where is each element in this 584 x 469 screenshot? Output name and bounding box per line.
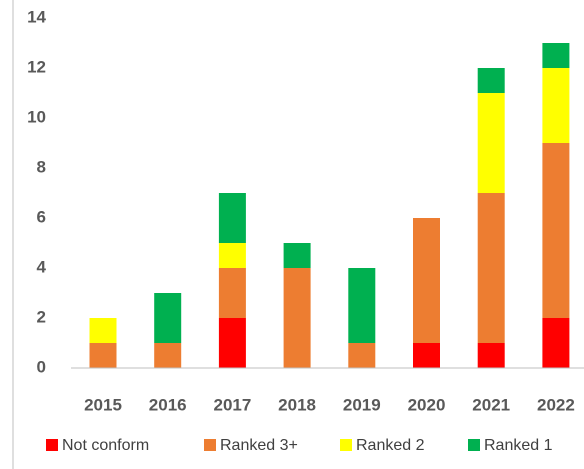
- bar-segment: [413, 218, 440, 343]
- bar-segment: [542, 318, 570, 368]
- legend-label: Not conform: [62, 437, 149, 454]
- y-tick-label: 14: [27, 7, 46, 26]
- bar-segment: [218, 268, 246, 318]
- bar-segment: [218, 243, 246, 268]
- bar-segment: [542, 143, 570, 318]
- y-tick-label: 12: [27, 57, 46, 76]
- bar-segment: [218, 193, 246, 243]
- y-tick-label: 2: [37, 307, 46, 326]
- y-tick-label: 8: [37, 157, 46, 176]
- x-tick-label: 2022: [537, 395, 575, 414]
- legend-swatch: [204, 439, 216, 451]
- x-tick-label: 2021: [472, 395, 510, 414]
- x-tick-label: 2019: [343, 395, 381, 414]
- x-tick-label: 2018: [278, 395, 316, 414]
- bar-segment: [542, 68, 570, 143]
- bar-segment: [542, 43, 570, 68]
- bar-segment: [283, 268, 311, 368]
- x-tick-label: 2020: [408, 395, 446, 414]
- y-tick-label: 6: [37, 207, 46, 226]
- bar-segment: [218, 318, 246, 368]
- x-tick-label: 2017: [213, 395, 251, 414]
- bar-segment: [477, 93, 505, 193]
- bar-segment: [413, 343, 440, 368]
- bar-segment: [348, 343, 376, 368]
- bar-segment: [154, 343, 182, 368]
- y-tick-label: 4: [37, 257, 47, 276]
- bar-segment: [89, 343, 117, 368]
- legend-label: Ranked 1: [484, 437, 553, 454]
- y-tick-label: 0: [37, 357, 46, 376]
- bar-segment: [283, 243, 311, 268]
- legend-swatch: [340, 439, 352, 451]
- bar-segment: [89, 318, 117, 343]
- legend-label: Ranked 3+: [220, 437, 298, 454]
- bar-segment: [348, 268, 376, 343]
- y-tick-label: 10: [27, 107, 46, 126]
- x-tick-label: 2016: [149, 395, 187, 414]
- legend-swatch: [468, 439, 480, 451]
- x-tick-label: 2015: [84, 395, 122, 414]
- legend-swatch: [46, 439, 58, 451]
- legend-label: Ranked 2: [356, 437, 425, 454]
- bar-segment: [477, 193, 505, 343]
- bar-segment: [477, 68, 505, 93]
- bar-segment: [477, 343, 505, 368]
- bar-segment: [154, 293, 182, 343]
